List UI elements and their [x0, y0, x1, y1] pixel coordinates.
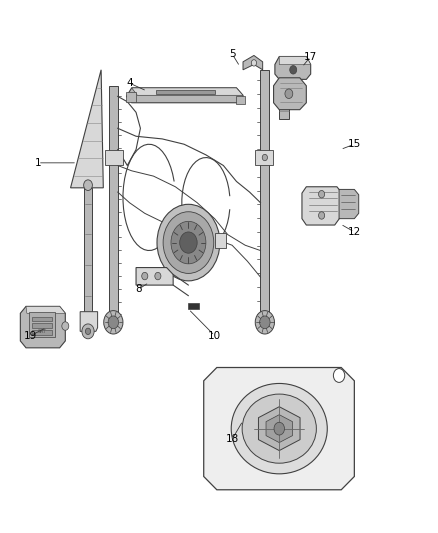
Circle shape [255, 311, 275, 334]
Text: 19: 19 [24, 330, 37, 341]
Circle shape [318, 212, 325, 219]
Circle shape [84, 180, 92, 190]
Text: 10: 10 [208, 330, 221, 341]
Circle shape [262, 155, 268, 161]
Polygon shape [266, 415, 293, 442]
Polygon shape [261, 70, 269, 325]
Circle shape [274, 422, 285, 435]
Text: SRT: SRT [38, 329, 47, 334]
Circle shape [62, 322, 69, 330]
Polygon shape [84, 188, 92, 312]
Polygon shape [275, 56, 311, 79]
Polygon shape [29, 312, 55, 337]
Polygon shape [127, 92, 136, 102]
Polygon shape [188, 303, 199, 309]
Polygon shape [26, 306, 65, 313]
Text: 12: 12 [348, 227, 361, 237]
Circle shape [285, 89, 293, 99]
Text: 8: 8 [135, 285, 141, 294]
Polygon shape [20, 306, 65, 348]
Polygon shape [132, 88, 243, 95]
Circle shape [260, 316, 270, 329]
Polygon shape [204, 368, 354, 490]
Polygon shape [215, 233, 226, 248]
Circle shape [163, 212, 214, 273]
Circle shape [318, 190, 325, 198]
Text: 17: 17 [304, 52, 317, 61]
Polygon shape [237, 96, 245, 104]
Circle shape [251, 60, 257, 66]
Polygon shape [302, 187, 341, 225]
Polygon shape [106, 150, 123, 165]
Polygon shape [155, 90, 215, 94]
Circle shape [104, 311, 123, 334]
Circle shape [333, 368, 345, 382]
Circle shape [180, 232, 197, 253]
Ellipse shape [231, 383, 327, 474]
Polygon shape [32, 317, 52, 321]
Circle shape [157, 204, 220, 281]
Polygon shape [136, 268, 173, 285]
Circle shape [290, 66, 297, 74]
Polygon shape [80, 312, 98, 332]
Text: 5: 5 [229, 49, 235, 59]
Polygon shape [109, 86, 118, 325]
Circle shape [108, 316, 119, 329]
Text: 18: 18 [226, 434, 239, 445]
Polygon shape [279, 103, 289, 119]
Ellipse shape [242, 394, 316, 463]
Text: 4: 4 [126, 78, 133, 88]
Circle shape [82, 324, 94, 339]
Circle shape [142, 272, 148, 280]
Polygon shape [243, 55, 263, 70]
Polygon shape [127, 88, 243, 103]
Polygon shape [279, 56, 311, 64]
Polygon shape [255, 150, 273, 165]
Circle shape [155, 272, 161, 280]
Polygon shape [32, 324, 52, 328]
Polygon shape [274, 78, 306, 110]
Text: 15: 15 [348, 139, 361, 149]
Circle shape [85, 328, 91, 335]
Text: 1: 1 [35, 158, 41, 168]
Polygon shape [258, 407, 300, 450]
Circle shape [171, 221, 206, 264]
Polygon shape [339, 189, 359, 219]
Polygon shape [71, 70, 103, 188]
Polygon shape [32, 330, 52, 335]
